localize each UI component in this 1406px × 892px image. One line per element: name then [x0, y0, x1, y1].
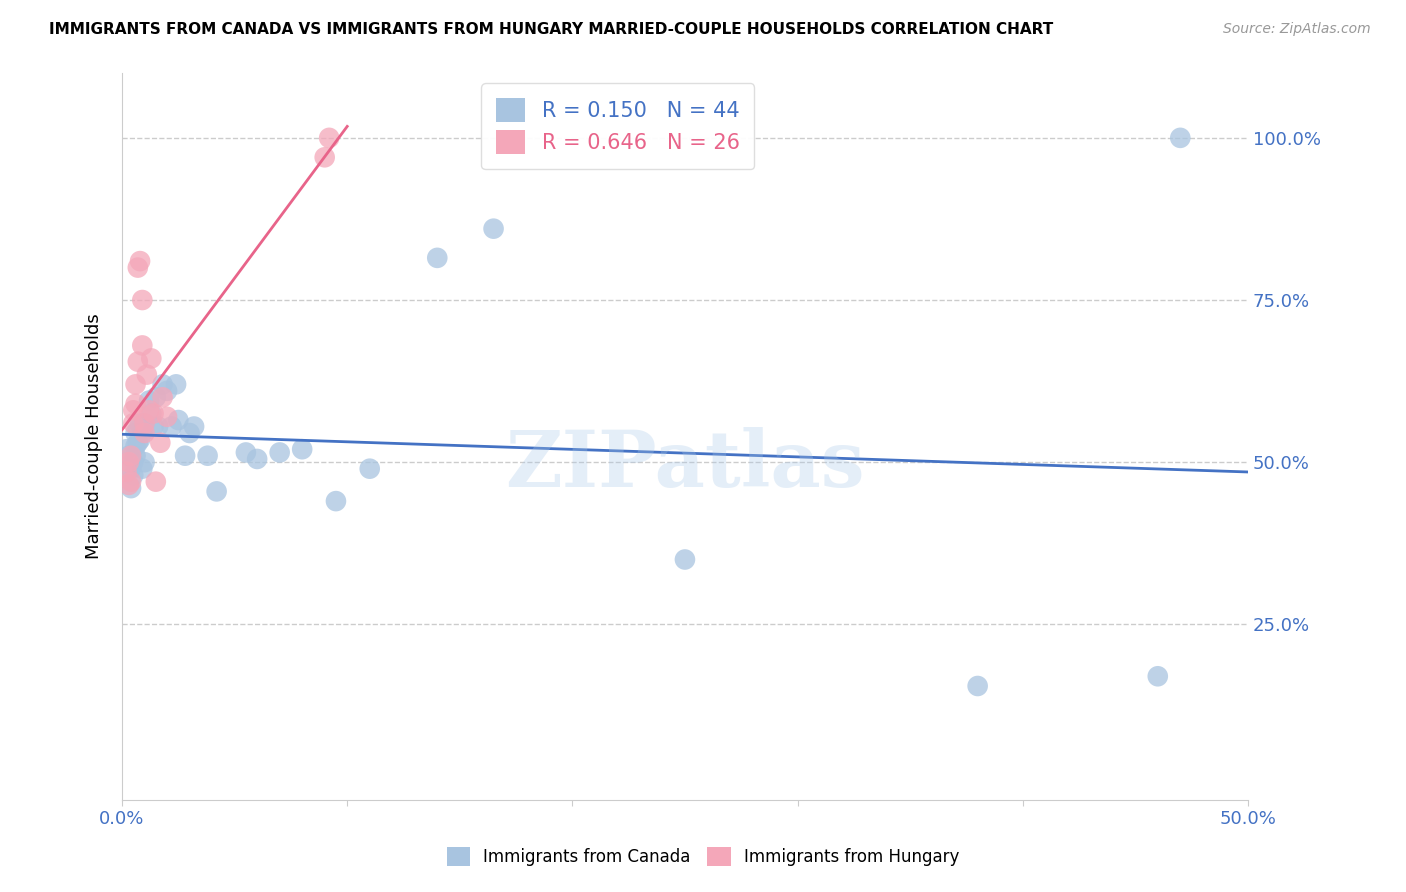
Text: IMMIGRANTS FROM CANADA VS IMMIGRANTS FROM HUNGARY MARRIED-COUPLE HOUSEHOLDS CORR: IMMIGRANTS FROM CANADA VS IMMIGRANTS FRO…: [49, 22, 1053, 37]
Point: [325, 494, 347, 508]
Point: [1146, 669, 1168, 683]
Point: [129, 433, 152, 447]
Point: [165, 377, 187, 392]
Point: [131, 293, 153, 307]
Point: [118, 478, 141, 492]
Point: [124, 397, 146, 411]
Point: [131, 338, 153, 352]
Point: [129, 254, 152, 268]
Point: [120, 475, 142, 489]
Point: [138, 403, 160, 417]
Point: [152, 377, 174, 392]
Point: [122, 468, 145, 483]
Point: [205, 484, 228, 499]
Point: [115, 442, 138, 457]
Point: [129, 417, 152, 431]
Point: [966, 679, 988, 693]
Point: [124, 439, 146, 453]
Point: [118, 455, 141, 469]
Point: [156, 384, 179, 398]
Point: [138, 393, 160, 408]
Point: [246, 452, 269, 467]
Point: [145, 475, 167, 489]
Point: [426, 251, 449, 265]
Point: [167, 413, 190, 427]
Point: [359, 461, 381, 475]
Point: [179, 425, 201, 440]
Point: [141, 407, 163, 421]
Point: [127, 354, 149, 368]
Point: [127, 260, 149, 275]
Point: [134, 455, 156, 469]
Point: [269, 445, 291, 459]
Y-axis label: Married-couple Households: Married-couple Households: [86, 313, 103, 559]
Point: [318, 131, 340, 145]
Point: [141, 351, 163, 366]
Point: [122, 455, 145, 469]
Point: [149, 435, 172, 450]
Legend: R = 0.150   N = 44, R = 0.646   N = 26: R = 0.150 N = 44, R = 0.646 N = 26: [481, 83, 755, 169]
Point: [122, 403, 145, 417]
Point: [131, 425, 153, 440]
Text: Source: ZipAtlas.com: Source: ZipAtlas.com: [1223, 22, 1371, 37]
Point: [118, 449, 141, 463]
Point: [127, 423, 149, 437]
Point: [183, 419, 205, 434]
Point: [673, 552, 696, 566]
Point: [134, 425, 156, 440]
Point: [197, 449, 219, 463]
Point: [235, 445, 257, 459]
Point: [142, 419, 165, 434]
Point: [131, 461, 153, 475]
Text: ZIPatlas: ZIPatlas: [505, 427, 865, 503]
Point: [146, 419, 169, 434]
Point: [482, 221, 505, 235]
Point: [160, 419, 183, 434]
Point: [142, 407, 165, 421]
Point: [174, 449, 197, 463]
Point: [134, 417, 156, 431]
Point: [115, 465, 138, 479]
Point: [135, 368, 157, 382]
Point: [314, 150, 336, 164]
Point: [156, 409, 179, 424]
Point: [152, 390, 174, 404]
Point: [134, 417, 156, 431]
Point: [124, 425, 146, 440]
Legend: Immigrants from Canada, Immigrants from Hungary: Immigrants from Canada, Immigrants from …: [439, 838, 967, 875]
Point: [124, 449, 146, 463]
Point: [1168, 131, 1191, 145]
Point: [120, 449, 142, 463]
Point: [122, 417, 145, 431]
Point: [124, 377, 146, 392]
Point: [291, 442, 314, 457]
Point: [120, 461, 142, 475]
Point: [145, 390, 167, 404]
Point: [127, 435, 149, 450]
Point: [120, 481, 142, 495]
